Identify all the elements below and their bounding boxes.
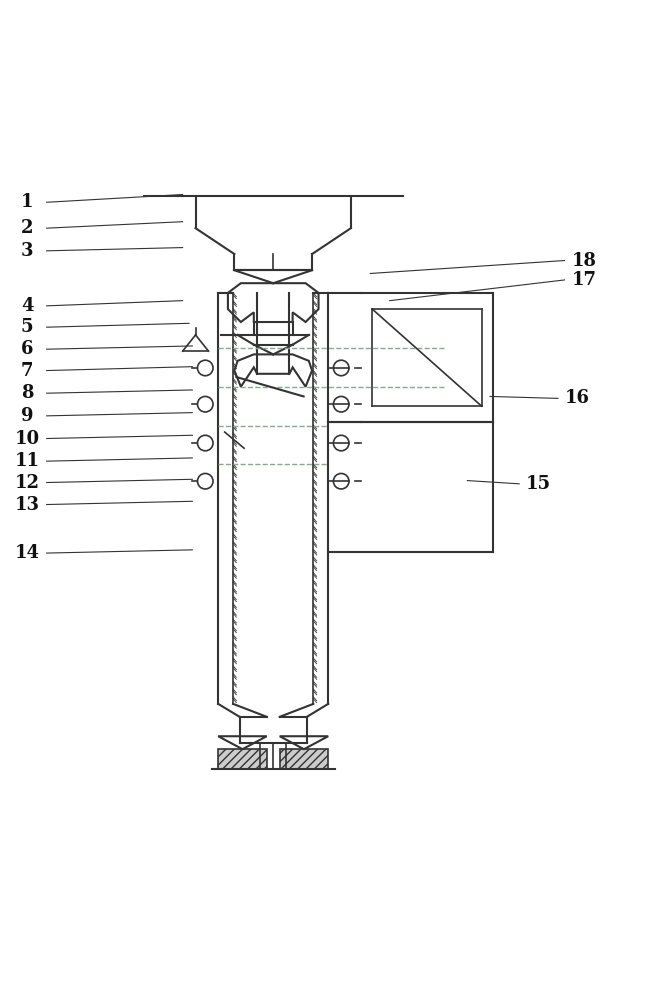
Text: 6: 6 — [21, 340, 34, 358]
Text: 3: 3 — [21, 242, 34, 260]
Text: 10: 10 — [15, 430, 40, 448]
Text: 18: 18 — [571, 252, 597, 270]
Text: 7: 7 — [21, 362, 34, 380]
Text: 12: 12 — [15, 474, 40, 492]
Text: 2: 2 — [21, 219, 34, 237]
Text: 15: 15 — [526, 475, 551, 493]
Text: 13: 13 — [15, 496, 40, 514]
Text: 14: 14 — [15, 544, 40, 562]
Text: 16: 16 — [565, 389, 590, 407]
Text: 11: 11 — [15, 452, 40, 470]
Text: 4: 4 — [21, 297, 34, 315]
Text: 1: 1 — [21, 193, 34, 211]
Text: 5: 5 — [21, 318, 34, 336]
Polygon shape — [218, 749, 266, 769]
Text: 17: 17 — [571, 271, 597, 289]
Polygon shape — [280, 749, 328, 769]
Text: 8: 8 — [21, 384, 34, 402]
Text: 9: 9 — [21, 407, 34, 425]
